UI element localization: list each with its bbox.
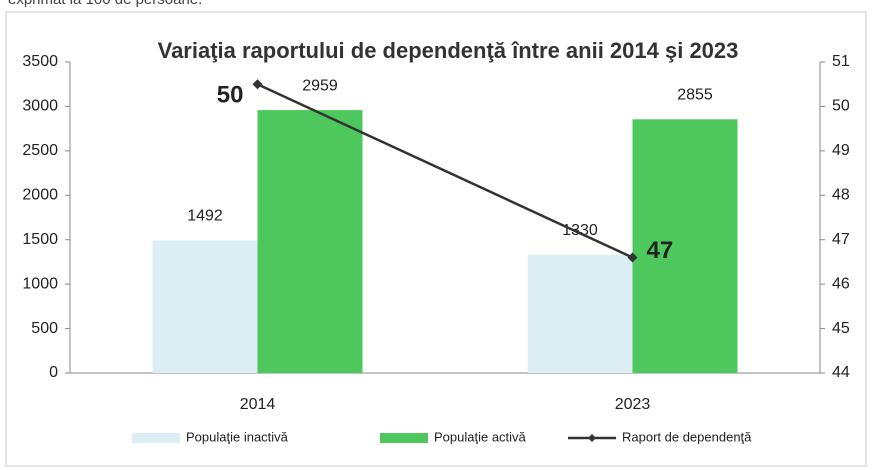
data-label: 2855 <box>677 87 713 104</box>
x-tick-label: 2023 <box>615 396 651 413</box>
chart-title: Variaţia raportului de dependenţă între … <box>157 38 739 63</box>
bar <box>257 110 363 373</box>
data-label: 1492 <box>187 208 223 225</box>
y2-tick-label: 47 <box>832 231 850 248</box>
y-tick-label: 500 <box>31 320 58 337</box>
data-label: 2959 <box>302 77 338 94</box>
x-tick-label: 2014 <box>240 396 276 413</box>
data-label: 50 <box>217 82 244 109</box>
y2-tick-label: 44 <box>832 364 850 381</box>
data-label: 47 <box>647 237 674 264</box>
y-tick-label: 3000 <box>22 98 58 115</box>
y2-tick-label: 48 <box>832 187 850 204</box>
y-tick-label: 1500 <box>22 231 58 248</box>
y2-tick-label: 45 <box>832 320 850 337</box>
legend-swatch-marker <box>588 434 596 442</box>
y2-tick-label: 51 <box>832 53 850 70</box>
y-tick-label: 1000 <box>22 275 58 292</box>
bar <box>527 254 633 373</box>
legend-label: Raport de dependenţă <box>622 429 752 444</box>
chart-frame <box>5 11 867 467</box>
caption: exprimat la 100 de persoane. <box>8 0 202 8</box>
legend-swatch <box>380 433 428 443</box>
y-tick-label: 2000 <box>22 187 58 204</box>
line <box>256 83 634 259</box>
y-tick-label: 0 <box>49 364 58 381</box>
bar <box>632 119 738 373</box>
legend-swatch <box>132 433 180 443</box>
y2-tick-label: 46 <box>832 275 850 292</box>
legend-label: Populaţie inactivă <box>186 429 289 444</box>
y2-tick-label: 50 <box>832 98 850 115</box>
y-tick-label: 2500 <box>22 142 58 159</box>
y2-tick-label: 49 <box>832 142 850 159</box>
bar <box>152 240 258 373</box>
legend-label: Populaţie activă <box>434 429 527 444</box>
line-marker <box>627 252 638 263</box>
line-marker <box>252 79 263 90</box>
y-tick-label: 3500 <box>22 53 58 70</box>
data-label: 1330 <box>562 222 598 239</box>
